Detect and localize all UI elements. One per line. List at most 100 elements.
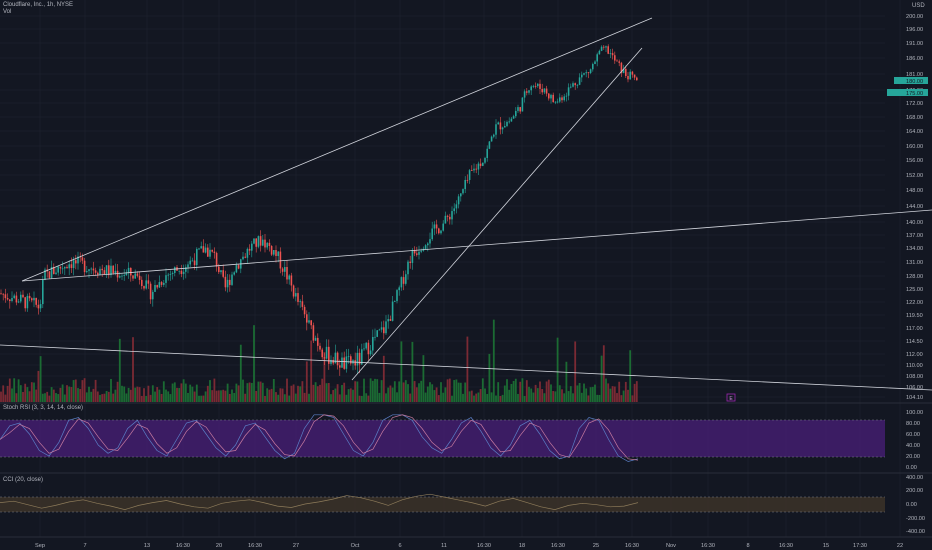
candle-body [130,267,132,276]
volume-bar [325,383,328,402]
volume-bar [345,394,348,402]
volume-bar [224,390,227,402]
candle-body [200,246,202,249]
volume-bar [101,394,104,402]
candle-body [277,251,279,256]
candle-body [407,261,409,275]
candle-body [112,265,114,274]
volume-bar [620,395,623,402]
candle-body [515,110,517,117]
volume-bar [477,392,480,402]
volume-bar [602,345,605,402]
candle-body [499,122,502,130]
candle-body [418,251,420,255]
stoch-tick-label: 60.00 [906,432,920,438]
candle-body [299,301,301,303]
candle-body [220,270,222,273]
volume-bar [209,380,211,402]
candle-body [17,301,20,303]
cci-tick-label: -400.00 [906,529,925,535]
candle-body [394,301,396,302]
candle-body [583,73,585,75]
volume-bar [611,386,614,402]
candle-body [312,325,315,341]
volume-bar [512,380,515,402]
volume-bar [17,379,20,402]
candle-body [358,352,361,365]
candle-body [297,293,299,302]
candle-body [429,239,431,244]
price-tick-label: 106.00 [906,385,923,391]
candle-body [55,272,57,275]
candle-body [576,84,579,86]
candle-body [264,239,266,248]
volume-bar [618,381,621,402]
candle-body [398,287,400,291]
volume-bar [15,393,18,402]
volume-bar [211,390,214,402]
candle-body [325,346,328,359]
volume-bar [583,383,585,402]
time-tick-label: 6 [398,543,401,549]
cci-tick-label: 0.00 [906,502,917,508]
volume-bar [257,381,260,402]
volume-bar [429,382,431,402]
candle-body [59,266,62,269]
volume-bar [70,387,73,402]
volume-bar [402,382,405,402]
volume-bar [4,394,7,402]
candle-body [396,290,398,302]
price-tag-label: 180.00 [906,79,923,85]
candle-body [26,295,29,309]
candle-body [321,349,323,358]
candle-body [222,270,224,277]
candle-body [490,136,493,142]
candle-body [477,163,480,170]
volume-bar [237,385,240,402]
volume-bar [88,386,90,402]
candle-body [209,249,211,257]
candle-body [22,294,24,298]
candle-body [444,215,447,224]
volume-bar [347,389,350,402]
volume-bar [407,384,409,402]
candle-body [286,267,288,280]
volume-bar [616,393,618,402]
candle-body [345,356,348,369]
volume-bar [74,379,77,402]
candle-body [0,293,2,295]
volume-bar [376,379,379,402]
candle-body [273,250,275,255]
volume-bar [624,381,627,402]
volume-bar [57,394,60,402]
volume-bar [297,385,299,402]
candle-body [110,265,112,276]
candle-body [328,346,330,364]
time-tick-label: 25 [593,543,599,549]
time-tick-label: 16:30 [176,543,190,549]
volume-bar [222,389,225,402]
volume-bar [532,392,535,402]
candle-body [438,228,440,234]
volume-bar [554,391,557,402]
volume-bar [596,394,599,402]
candle-body [290,275,293,286]
candle-body [317,337,319,346]
candle-body [504,126,506,128]
trendlines[interactable]: E [0,17,932,402]
volume-bar [330,394,332,402]
volume-bar [534,384,537,402]
time-tick-label: Sep [35,543,45,549]
candle-body [482,162,484,166]
candle-body [585,72,587,74]
volume-bar [431,384,434,402]
candle-body [53,266,55,275]
time-tick-label: 16:30 [701,543,715,549]
candle-body [165,275,167,283]
time-tick-label: 16:30 [248,543,262,549]
candle-body [187,264,189,268]
candle-body [519,107,521,112]
volume-bar [162,381,165,402]
